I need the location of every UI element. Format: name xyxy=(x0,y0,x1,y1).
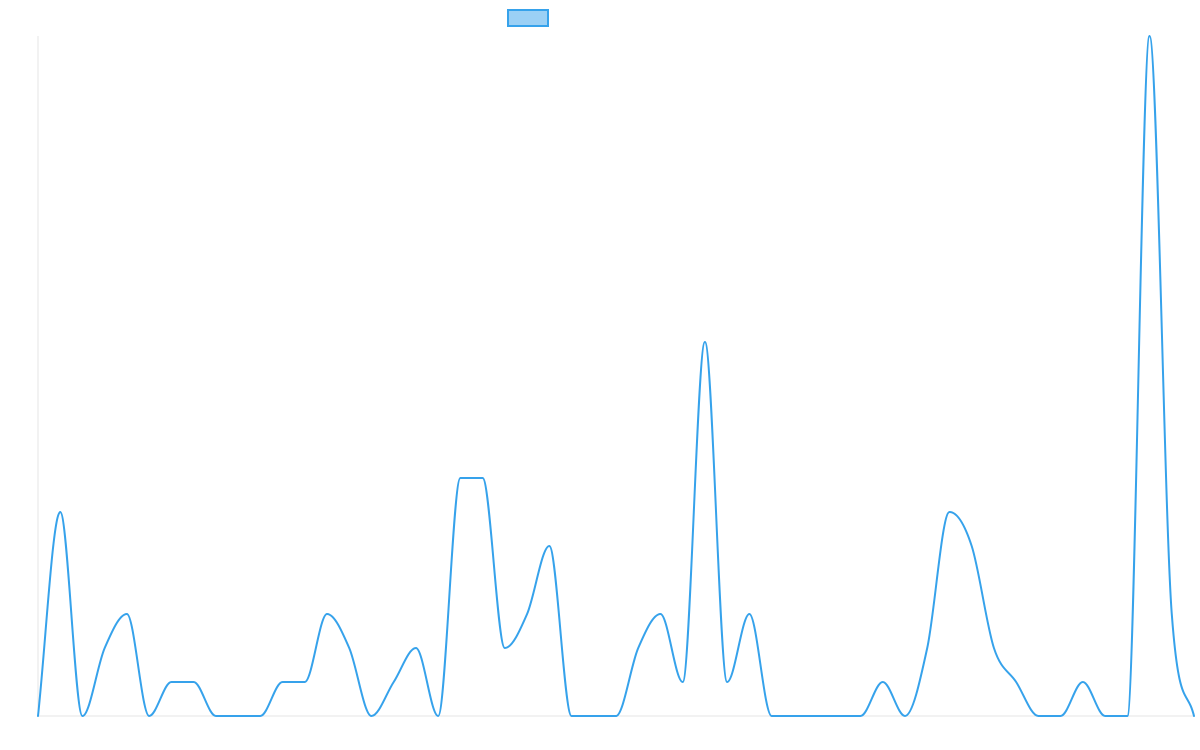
series-layer xyxy=(37,35,1195,717)
legend[interactable] xyxy=(507,9,549,27)
series-line-0 xyxy=(37,35,1195,717)
legend-swatch-0[interactable] xyxy=(507,9,549,27)
axes xyxy=(37,36,1194,717)
